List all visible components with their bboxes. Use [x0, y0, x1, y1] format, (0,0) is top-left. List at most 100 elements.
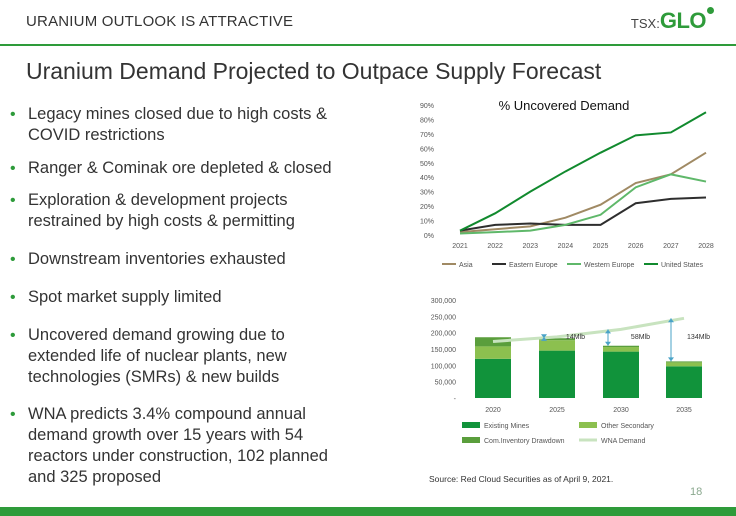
bullet-text: WNA predicts 3.4% compound annual demand… — [28, 405, 328, 486]
y-tick-label: - — [454, 396, 457, 403]
header-bar: URANIUM OUTLOOK IS ATTRACTIVE TSX: GLO — [0, 0, 736, 46]
legend-label: Eastern Europe — [509, 262, 558, 269]
bullet-text: Spot market supply limited — [28, 288, 222, 306]
bullet-icon: • — [10, 406, 16, 423]
stacked-bar-segment — [666, 362, 702, 367]
legend-label: WNA Demand — [601, 438, 645, 445]
uncovered-demand-chart: % Uncovered Demand 0% 10% 20% 30% 40% 50% 60% 7… — [414, 93, 724, 278]
stacked-bar-segment — [475, 337, 511, 347]
wna-demand-line — [492, 316, 685, 343]
logo-name: GLO — [659, 8, 707, 33]
arrow-head-icon — [541, 334, 547, 339]
arrow-head-icon — [668, 318, 674, 323]
series-line — [459, 111, 707, 232]
y-tick-label: 60% — [420, 146, 434, 153]
bullet-item: • Exploration & development projects rest… — [10, 190, 350, 232]
source-note: Source: Red Cloud Securities as of April… — [429, 474, 614, 484]
gap-annotation-label: 134Mlb — [687, 334, 710, 341]
bullet-icon: • — [10, 327, 16, 344]
legend-swatch — [462, 437, 480, 443]
footer-bar — [0, 507, 736, 516]
stacked-bar-segment — [666, 361, 702, 363]
bullet-item: • WNA predicts 3.4% compound annual deman… — [10, 404, 350, 488]
stacked-bar-segment — [603, 347, 639, 352]
x-tick-label: 2028 — [698, 243, 714, 250]
arrow-head-icon — [605, 329, 611, 334]
y-tick-label: 20% — [420, 204, 434, 211]
bullet-item: • Downstream inventories exhausted — [10, 249, 350, 270]
stacked-bar-segment — [475, 358, 511, 398]
y-tick-label: 80% — [420, 117, 434, 124]
page-number: 18 — [690, 486, 703, 498]
bullet-text: Legacy mines closed due to high costs & … — [28, 105, 328, 144]
legend-label: Existing Mines — [484, 423, 530, 430]
arrow-head-icon — [668, 357, 674, 362]
y-tick-label: 50% — [420, 161, 434, 168]
y-tick-label: 50,000 — [435, 380, 457, 387]
stacked-bar-segment — [603, 351, 639, 398]
legend-label: Com.Inventory Drawdown — [484, 438, 565, 445]
slide-title: Uranium Demand Projected to Outpace Supp… — [26, 58, 602, 84]
bullet-text: Downstream inventories exhausted — [28, 250, 286, 268]
legend-swatch — [579, 422, 597, 428]
bullet-text: Exploration & development projects restr… — [28, 191, 295, 230]
legend-label: Asia — [459, 262, 473, 269]
x-tick-label: 2021 — [452, 243, 468, 250]
arrow-head-icon — [541, 336, 547, 341]
bar-chart-svg: - 50,000 100,000 150,000 200,000 250,000 300,0… — [431, 298, 710, 445]
x-tick-label: 2023 — [522, 243, 538, 250]
supply-demand-chart: - 50,000 100,000 150,000 200,000 250,000 300,0… — [414, 290, 724, 455]
x-tick-label: 2025 — [593, 243, 609, 250]
stacked-bar-segment — [539, 340, 575, 351]
bullet-item: • Ranger & Cominak ore depleted & closed — [10, 158, 350, 179]
y-tick-label: 300,000 — [431, 298, 456, 305]
x-tick-label: 2020 — [485, 407, 501, 414]
y-tick-label: 200,000 — [431, 331, 456, 338]
bullet-icon: • — [10, 192, 16, 209]
x-tick-label: 2027 — [663, 243, 679, 250]
x-tick-label: 2030 — [613, 407, 629, 414]
y-tick-label: 70% — [420, 132, 434, 139]
stacked-bar-segment — [539, 338, 575, 341]
bullet-icon: • — [10, 160, 16, 177]
y-tick-label: 90% — [420, 103, 434, 110]
series-line — [459, 196, 707, 232]
line-chart-svg: % Uncovered Demand 0% 10% 20% 30% 40% 50% 60% 7… — [420, 98, 714, 269]
gap-annotation-label: 14Mlb — [566, 334, 585, 341]
bullet-text: Uncovered demand growing due to extended… — [28, 326, 287, 386]
x-tick-label: 2024 — [558, 243, 574, 250]
y-tick-label: 30% — [420, 190, 434, 197]
logo-dot-icon — [707, 7, 714, 14]
stacked-bar-segment — [475, 346, 511, 359]
bullet-icon: • — [10, 289, 16, 306]
y-tick-label: 100,000 — [431, 363, 456, 370]
x-tick-label: 2025 — [549, 407, 565, 414]
y-tick-label: 250,000 — [431, 314, 456, 321]
legend-label: Western Europe — [584, 262, 635, 269]
x-tick-label: 2035 — [676, 407, 692, 414]
y-tick-label: 40% — [420, 175, 434, 182]
stacked-bar-segment — [539, 350, 575, 398]
bullet-item: • Uncovered demand growing due to extende… — [10, 325, 350, 388]
chart-title: % Uncovered Demand — [499, 98, 630, 113]
arrow-head-icon — [605, 341, 611, 346]
section-title: URANIUM OUTLOOK IS ATTRACTIVE — [26, 13, 294, 30]
legend-label: United States — [661, 262, 704, 269]
legend-label: Other Secondary — [601, 423, 654, 430]
y-tick-label: 10% — [420, 219, 434, 226]
bullet-icon: • — [10, 106, 16, 123]
stacked-bar-segment — [603, 345, 639, 348]
bullet-text: Ranger & Cominak ore depleted & closed — [28, 159, 332, 177]
bullet-item: • Legacy mines closed due to high costs &… — [10, 104, 350, 146]
bullet-item: • Spot market supply limited — [10, 287, 350, 308]
stacked-bar-segment — [666, 366, 702, 398]
legend-swatch — [462, 422, 480, 428]
series-line — [459, 173, 707, 235]
y-tick-label: 0% — [424, 233, 434, 240]
x-tick-label: 2026 — [628, 243, 644, 250]
y-tick-label: 150,000 — [431, 347, 456, 354]
logo-prefix: TSX: — [630, 16, 660, 31]
bullet-icon: • — [10, 251, 16, 268]
x-tick-label: 2022 — [487, 243, 503, 250]
company-logo: TSX: GLO — [630, 7, 714, 34]
